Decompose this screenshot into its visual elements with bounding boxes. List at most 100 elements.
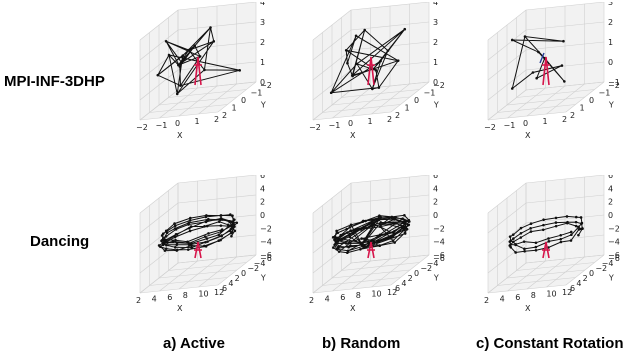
z-tick-label: 0	[608, 211, 613, 220]
camera-point	[348, 240, 351, 244]
grid-line	[516, 89, 595, 98]
camera-point	[163, 249, 167, 252]
grid-line	[217, 81, 257, 113]
x-tick-label: −2	[484, 123, 496, 132]
grid-line	[350, 194, 430, 204]
camera-point	[161, 241, 164, 245]
camera-trajectory	[332, 214, 411, 254]
camera-point	[217, 233, 221, 237]
z-tick-label: 1	[608, 38, 613, 47]
z-tick-label: 6	[433, 175, 438, 180]
camera-point	[219, 218, 222, 222]
camera-point	[359, 247, 362, 251]
x-tick-label: 0	[348, 119, 353, 128]
y-tick-label: −2	[433, 81, 445, 90]
camera-point	[547, 237, 550, 240]
camera-point	[188, 226, 191, 230]
camera-point	[559, 233, 563, 237]
camera-point	[189, 216, 192, 220]
camera-point	[207, 217, 210, 221]
camera-point	[580, 221, 584, 225]
z-tick-label: 2	[433, 38, 438, 47]
camera-point	[346, 249, 350, 253]
z-tick-label: −2	[260, 224, 272, 233]
camera-point	[554, 221, 558, 224]
camera-point	[512, 240, 515, 244]
x-axis-name: X	[525, 131, 531, 140]
camera-trajectory	[157, 27, 240, 96]
y-tick-label: −6	[433, 254, 445, 263]
z-tick-label: 1	[260, 58, 265, 67]
camera-point	[354, 34, 358, 38]
grid-line	[525, 175, 605, 184]
camera-point	[345, 227, 349, 231]
camera-point	[360, 242, 364, 245]
grid-line	[546, 256, 585, 288]
grid-line	[341, 262, 420, 271]
camera-point	[541, 228, 545, 232]
grid-line	[516, 262, 595, 271]
y-tick-label: 2	[222, 111, 227, 120]
y-tick-label: 6	[570, 284, 575, 293]
camera-point	[228, 219, 232, 223]
grid-line	[371, 256, 410, 288]
camera-point	[554, 216, 558, 220]
x-tick-label: −1	[156, 121, 168, 130]
camera-point	[230, 234, 233, 238]
grid-line	[139, 49, 179, 81]
camera-point	[379, 223, 383, 226]
human-skeleton	[542, 56, 550, 86]
x-tick-label: 4	[500, 294, 505, 303]
y-tick-label: −2	[608, 81, 620, 90]
z-tick-label: 2	[608, 18, 613, 27]
camera-point	[363, 28, 367, 32]
camera-point	[187, 48, 191, 52]
camera-point	[565, 215, 569, 218]
z-tick-label: 4	[260, 2, 265, 7]
camera-point	[188, 229, 192, 233]
grid-line	[350, 175, 430, 184]
camera-point	[523, 249, 526, 253]
y-axis-name: Y	[260, 274, 266, 283]
camera-point	[560, 64, 564, 67]
z-tick-label: 2	[433, 198, 438, 207]
camera-point	[509, 245, 513, 249]
y-tick-label: −1	[424, 89, 436, 98]
camera-point	[404, 219, 408, 223]
camera-point	[577, 233, 580, 237]
camera-point	[378, 244, 382, 247]
camera-trajectory	[509, 215, 584, 254]
camera-point	[190, 244, 193, 247]
camera-point	[534, 245, 538, 249]
x-tick-label: 6	[515, 293, 520, 302]
x-tick-label: 12	[214, 288, 224, 297]
camera-point	[339, 233, 342, 237]
camera-point	[332, 246, 335, 249]
camera-point	[509, 243, 512, 246]
z-tick-label: −4	[260, 238, 272, 247]
x-tick-label: 6	[340, 293, 345, 302]
camera-point	[164, 229, 168, 233]
camera-point	[229, 213, 232, 216]
camera-point	[227, 224, 231, 228]
camera-point	[337, 245, 341, 248]
camera-point	[173, 246, 177, 249]
camera-point	[403, 214, 406, 217]
y-tick-label: −2	[247, 264, 259, 273]
grid-line	[525, 81, 605, 91]
camera-point	[574, 215, 578, 219]
camera-point	[403, 231, 407, 234]
camera-point	[547, 240, 551, 243]
y-tick-label: 4	[576, 279, 581, 288]
z-tick-label: 6	[608, 175, 613, 180]
grid-line	[487, 182, 527, 214]
x-tick-label: −1	[329, 121, 341, 130]
z-tick-label: 2	[260, 38, 265, 47]
z-tick-label: −1	[608, 78, 620, 87]
camera-point	[174, 238, 177, 242]
grid-line	[565, 254, 605, 286]
camera-point	[514, 251, 517, 254]
camera-point	[186, 248, 190, 251]
